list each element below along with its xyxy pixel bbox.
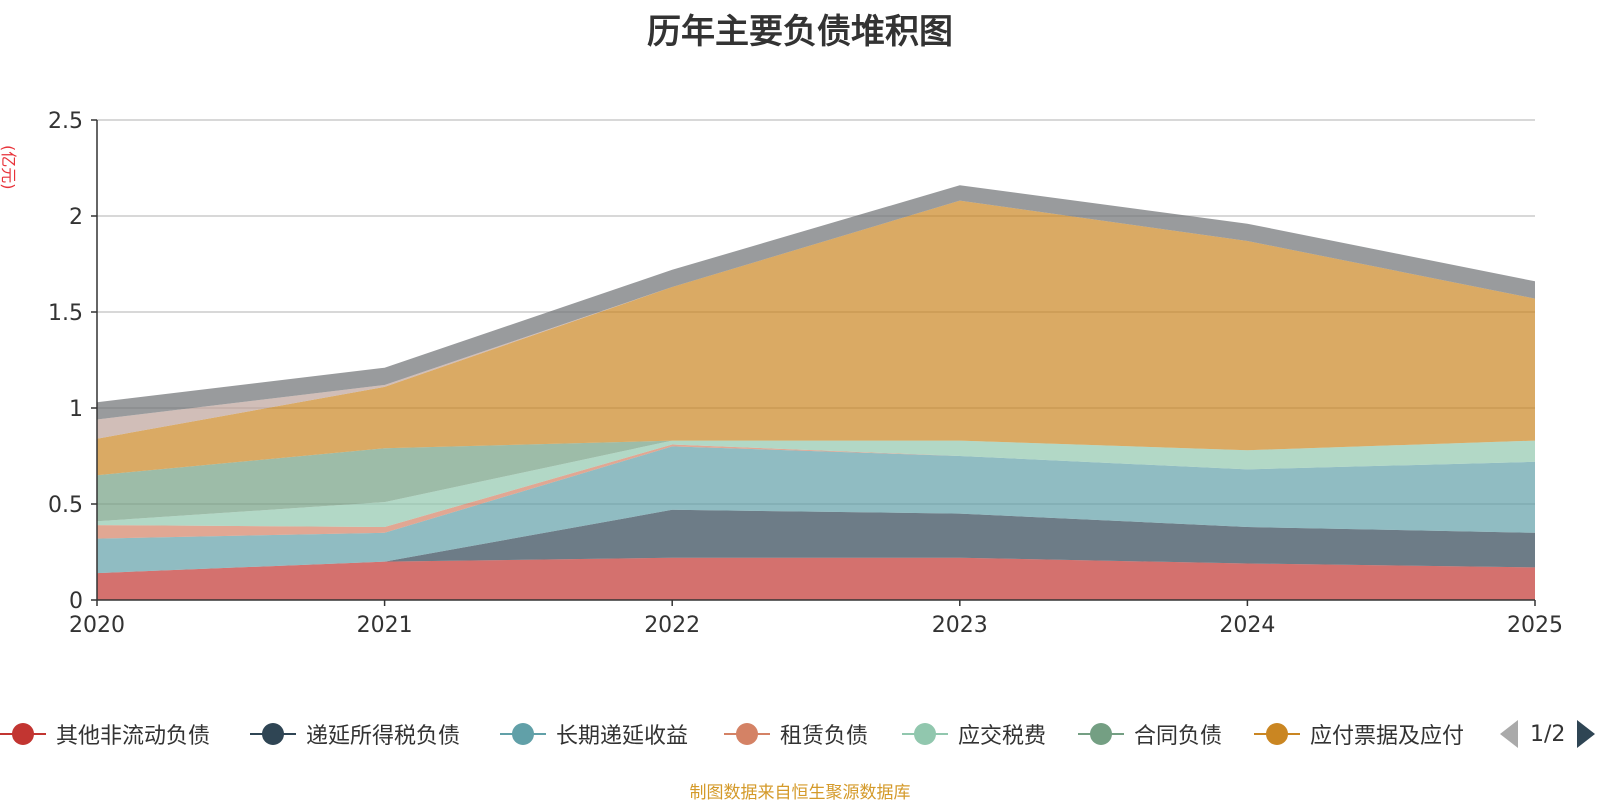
legend-marker-icon (724, 722, 770, 746)
legend-label: 长期递延收益 (556, 724, 689, 749)
x-tick-label: 2025 (1507, 613, 1563, 638)
legend-item[interactable]: 租赁负债 (724, 718, 868, 750)
legend-marker-icon (1254, 722, 1300, 746)
legend-next-icon[interactable] (1577, 720, 1596, 748)
legend-item[interactable]: 应交税费 (902, 718, 1046, 750)
y-tick-label: 2 (69, 205, 83, 230)
legend: 其他非流动负债 递延所得税负债 长期递延收益 租赁负债 应交税费 合同负债 应付票据及应付 (0, 718, 1600, 750)
area-1[interactable] (97, 509, 1535, 574)
legend-pager: 1/2 (1500, 718, 1596, 750)
legend-marker-icon (1078, 722, 1124, 746)
y-tick-label: 1.5 (48, 301, 83, 326)
legend-page-text: 1/2 (1530, 721, 1566, 747)
legend-marker-icon (902, 722, 948, 746)
legend-prev-icon[interactable] (1500, 720, 1518, 748)
legend-item[interactable]: 应付票据及应付 (1254, 718, 1464, 750)
area-6[interactable] (97, 200, 1535, 476)
legend-label: 其他非流动负债 (56, 724, 211, 749)
legend-item[interactable]: 合同负债 (1078, 718, 1222, 750)
legend-marker-icon (0, 722, 46, 746)
legend-label: 合同负债 (1134, 724, 1223, 749)
x-tick-label: 2024 (1219, 613, 1275, 638)
x-tick-label: 2022 (644, 613, 700, 638)
x-tick-label: 2020 (69, 613, 125, 638)
x-tick-label: 2023 (932, 613, 988, 638)
legend-label: 应付票据及应付 (1310, 724, 1465, 749)
y-tick-label: 1 (69, 397, 83, 422)
x-tick-label: 2021 (357, 613, 413, 638)
legend-item[interactable]: 长期递延收益 (500, 718, 688, 750)
legend-item[interactable]: 其他非流动负债 (0, 718, 210, 750)
y-tick-label: 0 (69, 589, 83, 614)
area-2[interactable] (97, 446, 1535, 574)
stacked-area-chart: 0 0.5 1 1.5 2 2.5 2020 2021 2022 2023 2024 2025 (48, 109, 1563, 638)
area-4[interactable] (97, 440, 1535, 527)
legend-item[interactable]: 递延所得税负债 (250, 718, 460, 750)
legend-label: 租赁负债 (780, 724, 869, 749)
area-3[interactable] (97, 444, 1535, 539)
area-8[interactable] (97, 185, 1535, 420)
legend-label: 应交税费 (958, 724, 1047, 749)
legend-marker-icon (250, 722, 296, 746)
legend-marker-icon (500, 722, 546, 746)
area-5[interactable] (97, 440, 1535, 522)
area-0[interactable] (97, 557, 1535, 600)
axes (96, 120, 1535, 601)
x-tick-labels: 2020 2021 2022 2023 2024 2025 (69, 600, 1563, 638)
legend-label: 递延所得税负债 (306, 724, 461, 749)
y-tick-label: 2.5 (48, 109, 83, 134)
chart-title: 历年主要负债堆积图 (647, 12, 953, 52)
y-tick-labels: 0 0.5 1 1.5 2 2.5 (48, 109, 97, 614)
source-note: 制图数据来自恒生聚源数据库 (689, 783, 911, 803)
y-tick-label: 0.5 (48, 493, 83, 518)
area-series (97, 185, 1535, 600)
